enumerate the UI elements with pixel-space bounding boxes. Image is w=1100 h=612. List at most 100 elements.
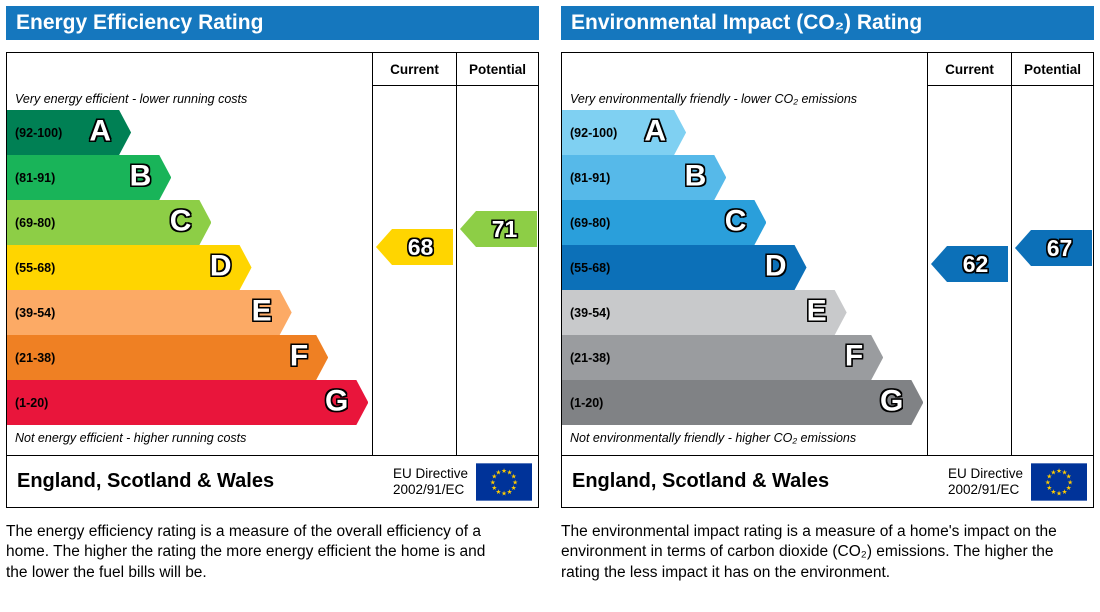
chart-corner [7, 53, 372, 86]
environmental-rating-chart: Current Potential Very environmentally f… [561, 52, 1094, 456]
band-letter: D [209, 249, 232, 283]
band-d: (55-68) D [562, 245, 807, 290]
energy-bands-area: Very energy efficient - lower running co… [7, 86, 372, 455]
eu-directive-label: EU Directive 2002/91/EC [393, 466, 468, 497]
svg-text:★: ★ [1056, 467, 1062, 475]
svg-text:★: ★ [1066, 483, 1072, 491]
svg-text:★: ★ [1046, 472, 1052, 480]
band-range: (21-38) [570, 350, 611, 365]
band-f: (21-38) F [7, 335, 328, 380]
bottom-note: Not environmentally friendly - higher CO… [570, 431, 857, 445]
svg-text:★: ★ [495, 488, 501, 496]
svg-text:★: ★ [1056, 489, 1062, 497]
band-letter: B [129, 159, 152, 193]
band-letter: C [724, 204, 747, 238]
current-rating-value: 68 [407, 233, 434, 260]
svg-text:★: ★ [1066, 472, 1072, 480]
current-column-header: Current [927, 53, 1011, 86]
band-letter: C [169, 204, 192, 238]
chart-corner [562, 53, 927, 86]
band-a: (92-100) A [7, 110, 131, 155]
band-d: (55-68) D [7, 245, 252, 290]
band-range: (69-80) [15, 215, 56, 230]
band-range: (39-54) [570, 305, 611, 320]
band-f: (21-38) F [562, 335, 883, 380]
potential-column: 67 [1011, 86, 1093, 455]
band-c: (69-80) C [7, 200, 211, 245]
current-rating-value: 62 [962, 250, 989, 277]
band-c: (69-80) C [562, 200, 766, 245]
band-letter: E [806, 294, 827, 328]
band-letter: E [251, 294, 272, 328]
epc-charts: Energy Efficiency Rating Current Potenti… [6, 6, 1094, 583]
current-column: 62 [927, 86, 1011, 455]
band-range: (81-91) [15, 170, 56, 185]
eu-flag: ★ ★ ★★ ★★ ★★ ★★ ★★ [1031, 462, 1087, 501]
band-range: (92-100) [570, 125, 618, 140]
svg-text:★: ★ [1050, 468, 1056, 476]
band-range: (55-68) [15, 260, 56, 275]
current-column: 68 [372, 86, 456, 455]
eu-directive-line2: 2002/91/EC [947, 481, 1020, 497]
bottom-note: Not energy efficient - higher running co… [15, 431, 247, 445]
eu-directive-line1: EU Directive [392, 465, 468, 481]
svg-text:★: ★ [1050, 488, 1056, 496]
eu-directive-label: EU Directive 2002/91/EC [948, 466, 1023, 497]
environmental-impact-panel: Environmental Impact (CO₂) Rating Curren… [561, 6, 1094, 583]
region-label: England, Scotland & Wales [17, 470, 275, 492]
eu-flag: ★ ★ ★★ ★★ ★★ ★★ ★★ [476, 462, 532, 501]
potential-column: 71 [456, 86, 538, 455]
svg-text:★: ★ [1062, 488, 1068, 496]
current-column-header: Current [372, 53, 456, 86]
energy-description: The energy efficiency rating is a measur… [6, 523, 486, 581]
band-letter: F [844, 339, 864, 373]
svg-text:★: ★ [1062, 468, 1068, 476]
band-e: (39-54) E [562, 290, 847, 335]
band-range: (92-100) [15, 125, 63, 140]
environmental-bands-area: Very environmentally friendly - lower CO… [562, 86, 927, 455]
band-b: (81-91) B [562, 155, 726, 200]
band-letter: A [89, 114, 112, 148]
svg-text:★: ★ [490, 478, 496, 486]
potential-column-header: Potential [456, 53, 538, 86]
region-label: England, Scotland & Wales [572, 470, 830, 492]
energy-footer: England, Scotland & Wales EU Directive 2… [6, 456, 539, 508]
svg-text:★: ★ [491, 483, 497, 491]
band-g: (1-20) G [562, 380, 923, 425]
band-letter: D [764, 249, 787, 283]
band-range: (1-20) [15, 395, 49, 410]
potential-column-header: Potential [1011, 53, 1093, 86]
svg-text:★: ★ [511, 472, 517, 480]
environmental-footer: England, Scotland & Wales EU Directive 2… [561, 456, 1094, 508]
band-b: (81-91) B [7, 155, 171, 200]
band-letter: G [880, 384, 904, 418]
svg-text:★: ★ [1067, 478, 1073, 486]
svg-text:★: ★ [1045, 478, 1051, 486]
potential-rating-arrow: 71 [460, 211, 537, 247]
svg-text:★: ★ [1046, 483, 1052, 491]
eu-directive-line1: EU Directive [947, 465, 1023, 481]
svg-text:★: ★ [495, 468, 501, 476]
svg-text:★: ★ [507, 468, 513, 476]
potential-rating-value: 67 [1046, 234, 1073, 261]
band-range: (81-91) [570, 170, 611, 185]
band-letter: G [325, 384, 349, 418]
band-letter: A [644, 114, 667, 148]
svg-text:★: ★ [511, 483, 517, 491]
band-range: (69-80) [570, 215, 611, 230]
band-e: (39-54) E [7, 290, 292, 335]
energy-efficiency-panel: Energy Efficiency Rating Current Potenti… [6, 6, 539, 583]
top-note: Very energy efficient - lower running co… [15, 92, 248, 106]
band-letter: B [684, 159, 707, 193]
energy-rating-chart: Current Potential Very energy efficient … [6, 52, 539, 456]
svg-text:★: ★ [491, 472, 497, 480]
top-note: Very environmentally friendly - lower CO… [570, 92, 858, 106]
band-g: (1-20) G [7, 380, 368, 425]
svg-text:★: ★ [512, 478, 518, 486]
svg-text:★: ★ [501, 467, 507, 475]
band-range: (21-38) [15, 350, 56, 365]
current-rating-arrow: 62 [931, 246, 1008, 282]
band-a: (92-100) A [562, 110, 686, 155]
potential-rating-arrow: 67 [1015, 230, 1092, 266]
current-rating-arrow: 68 [376, 229, 453, 265]
